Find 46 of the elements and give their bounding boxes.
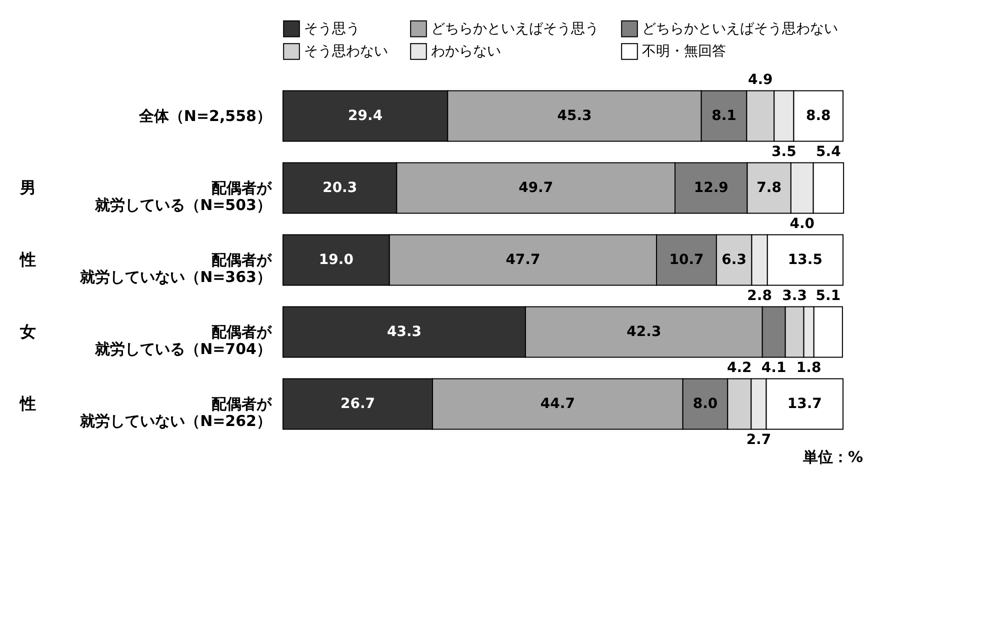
data-label: 4.0 <box>790 216 815 232</box>
data-label: 6.3 <box>722 252 746 268</box>
data-label: 3.3 <box>782 288 807 304</box>
legend-label: そう思わない <box>304 44 388 60</box>
data-label: 20.3 <box>322 180 358 196</box>
data-label: 2.7 <box>746 432 772 448</box>
data-label: 7.8 <box>756 180 782 196</box>
data-label: 5.4 <box>816 144 842 160</box>
data-label: 10.7 <box>669 252 704 268</box>
text: 男 <box>19 178 36 197</box>
data-label: 19.0 <box>318 252 354 268</box>
legend-label: わからない <box>431 44 501 60</box>
text: 女 <box>19 322 36 341</box>
text: 性 <box>19 250 36 269</box>
data-label: 4.2 <box>726 360 752 376</box>
legend-label: どちらかといえばそう思わない <box>642 20 838 37</box>
data-label: 1.8 <box>796 360 822 376</box>
data-label: 13.7 <box>787 396 822 412</box>
data-label: 49.7 <box>518 180 554 196</box>
data-label: 43.3 <box>386 324 422 340</box>
data-label: 42.3 <box>626 324 662 340</box>
data-label: 8.0 <box>692 396 718 412</box>
y-tick-label: 配偶者が就労していない（N=363） <box>79 251 272 286</box>
data-label: 29.4 <box>348 108 383 124</box>
y-tick-label: 配偶者が就労していない（N=262） <box>79 395 272 430</box>
legend-label: どちらかといえばそう思う <box>431 20 599 37</box>
y-tick-label: 全体（N=2,558） <box>138 107 272 125</box>
data-label: 26.7 <box>340 396 376 412</box>
data-label: 3.5 <box>772 144 796 160</box>
data-label: 12.9 <box>694 180 728 196</box>
y-tick-label: 配偶者が就労している（N=503） <box>94 179 272 214</box>
annotation: 単位：% <box>802 448 863 466</box>
legend-label: 不明・無回答 <box>642 44 726 60</box>
data-label: 13.5 <box>788 252 822 268</box>
data-label: 45.3 <box>557 108 592 124</box>
data-label: 8.1 <box>712 108 736 124</box>
data-label: 8.8 <box>806 108 831 124</box>
y-tick-label: 配偶者が就労している（N=704） <box>94 323 272 358</box>
data-label: 47.7 <box>506 252 540 268</box>
data-label: 2.8 <box>747 288 772 304</box>
legend-label: そう思う <box>304 20 360 37</box>
text: 性 <box>19 394 36 413</box>
data-label: 4.1 <box>761 360 786 376</box>
data-label: 4.9 <box>748 72 773 88</box>
data-label: 44.7 <box>540 396 575 412</box>
data-label: 5.1 <box>816 288 841 304</box>
